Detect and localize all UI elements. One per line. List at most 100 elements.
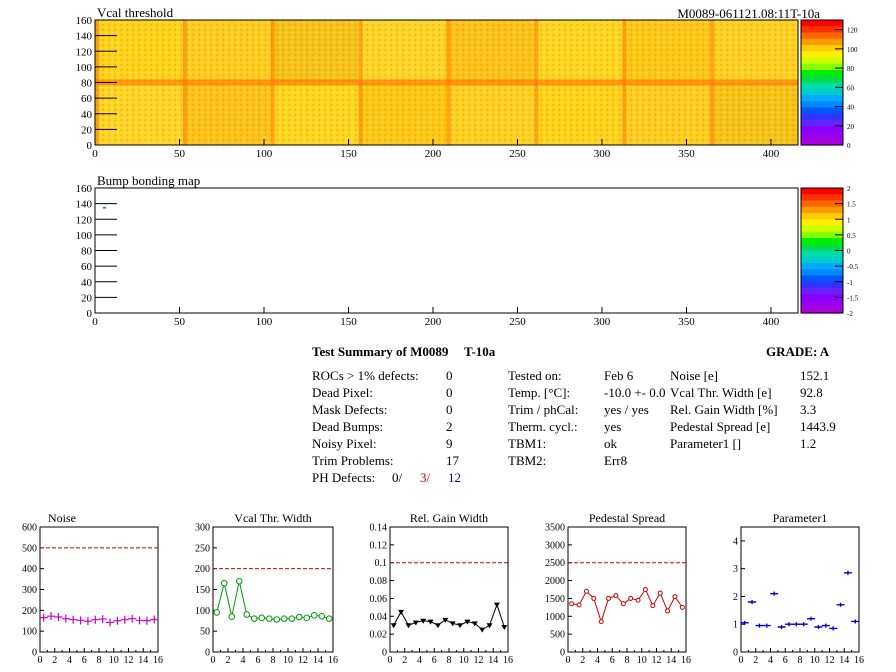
x-tick-label: 10 [810, 655, 820, 666]
heatmap-cells [95, 20, 798, 145]
roc-edge [534, 20, 539, 83]
x-tick-label: 0 [739, 655, 744, 666]
color-scale-band [801, 132, 843, 140]
data-point [606, 595, 612, 601]
roc-edge [622, 20, 627, 83]
data-point [755, 623, 764, 628]
color-scale-label: 80 [847, 65, 855, 73]
y-tick-label: 0 [32, 648, 37, 659]
plot-title: Vcal Thr. Width [234, 511, 311, 525]
y-tick-label: 0 [205, 648, 210, 659]
y-tick-label: 600 [22, 523, 37, 534]
data-point [69, 615, 78, 624]
y-tick-label: 0.04 [370, 612, 388, 623]
data-point [135, 616, 144, 625]
x-tick-label: 0 [38, 655, 43, 666]
color-scale-band [801, 281, 843, 289]
data-point [642, 587, 648, 592]
roc-edge [446, 20, 451, 83]
y-tick-label: 3000 [545, 540, 565, 551]
x-tick-label: 14 [313, 655, 323, 666]
x-tick-label: 0 [211, 655, 216, 666]
y-tick-label: 500 [550, 630, 565, 641]
y-tick-label: 1500 [545, 594, 565, 605]
defect-label: Mask Defects: [312, 402, 388, 417]
y-tick-label: 0.02 [370, 630, 388, 641]
data-point [405, 623, 412, 629]
x-tick-label: 6 [432, 655, 437, 666]
x-tick-label: 100 [256, 148, 273, 160]
param-value: 152.1 [800, 368, 830, 383]
series-line [393, 603, 505, 631]
x-tick-label: 16 [153, 655, 163, 666]
y-tick-label: 160 [76, 183, 93, 195]
y-tick-label: 2500 [545, 558, 565, 569]
color-scale-band [801, 206, 843, 214]
data-point [449, 621, 456, 627]
roc-edge [270, 82, 275, 145]
x-tick-label: 350 [678, 316, 695, 328]
y-tick-label: 3500 [545, 523, 565, 534]
defect-value: 9 [446, 436, 453, 451]
test-value: yes [604, 419, 622, 434]
roc-edge [622, 82, 627, 145]
plot-frame [212, 526, 334, 653]
roc-edge [534, 82, 539, 145]
roc-cell-texture [710, 20, 798, 83]
data-point [591, 595, 597, 601]
x-tick-label: 14 [666, 655, 676, 666]
data-point [613, 593, 619, 599]
defect-label: Dead Pixel: [312, 385, 374, 400]
data-point [569, 601, 575, 607]
ph-defects-value: 12 [448, 470, 461, 485]
data-point [679, 604, 685, 610]
x-tick-label: 10 [459, 655, 469, 666]
x-tick-label: 16 [503, 655, 513, 666]
color-scale-label: 100 [847, 46, 858, 54]
data-point [412, 620, 419, 626]
x-tick-label: 4 [595, 655, 600, 666]
data-point [128, 614, 137, 623]
defect-label: Dead Bumps: [312, 419, 384, 434]
defect-value: 0 [446, 368, 453, 383]
y-tick-label: 0.1 [375, 558, 388, 569]
color-scale-band [801, 20, 843, 27]
color-scale-band [801, 225, 843, 233]
x-tick-label: 350 [678, 148, 695, 160]
x-tick-label: 6 [82, 655, 87, 666]
data-point [665, 608, 671, 614]
color-scale-band [801, 63, 843, 71]
data-point [479, 627, 486, 633]
y-tick-label: 250 [195, 543, 210, 554]
data-point [420, 618, 427, 624]
color-scale-band [801, 95, 843, 102]
x-tick-label: 50 [174, 148, 186, 160]
plot-title: Rel. Gain Width [410, 511, 488, 525]
x-tick-label: 2 [753, 655, 758, 666]
data-point [390, 623, 397, 629]
color-scale-band [801, 38, 843, 46]
roc-edge [446, 82, 451, 145]
param-value: 1.2 [800, 436, 817, 451]
x-tick-label: 12 [298, 655, 308, 666]
color-scale-band [801, 200, 843, 208]
x-tick-label: 2 [580, 655, 585, 666]
color-scale-band [801, 70, 843, 77]
defect-value: 17 [446, 453, 459, 468]
data-point [258, 614, 266, 622]
data-point [672, 594, 678, 600]
data-point [318, 612, 326, 620]
data-point [583, 588, 589, 594]
data-point [303, 614, 311, 622]
data-point [814, 625, 823, 629]
color-scale-label: -1.5 [847, 294, 859, 302]
data-point [635, 597, 641, 603]
data-point [427, 619, 434, 625]
data-point [288, 615, 296, 622]
data-point [98, 615, 107, 624]
defect-value: 2 [446, 419, 453, 434]
